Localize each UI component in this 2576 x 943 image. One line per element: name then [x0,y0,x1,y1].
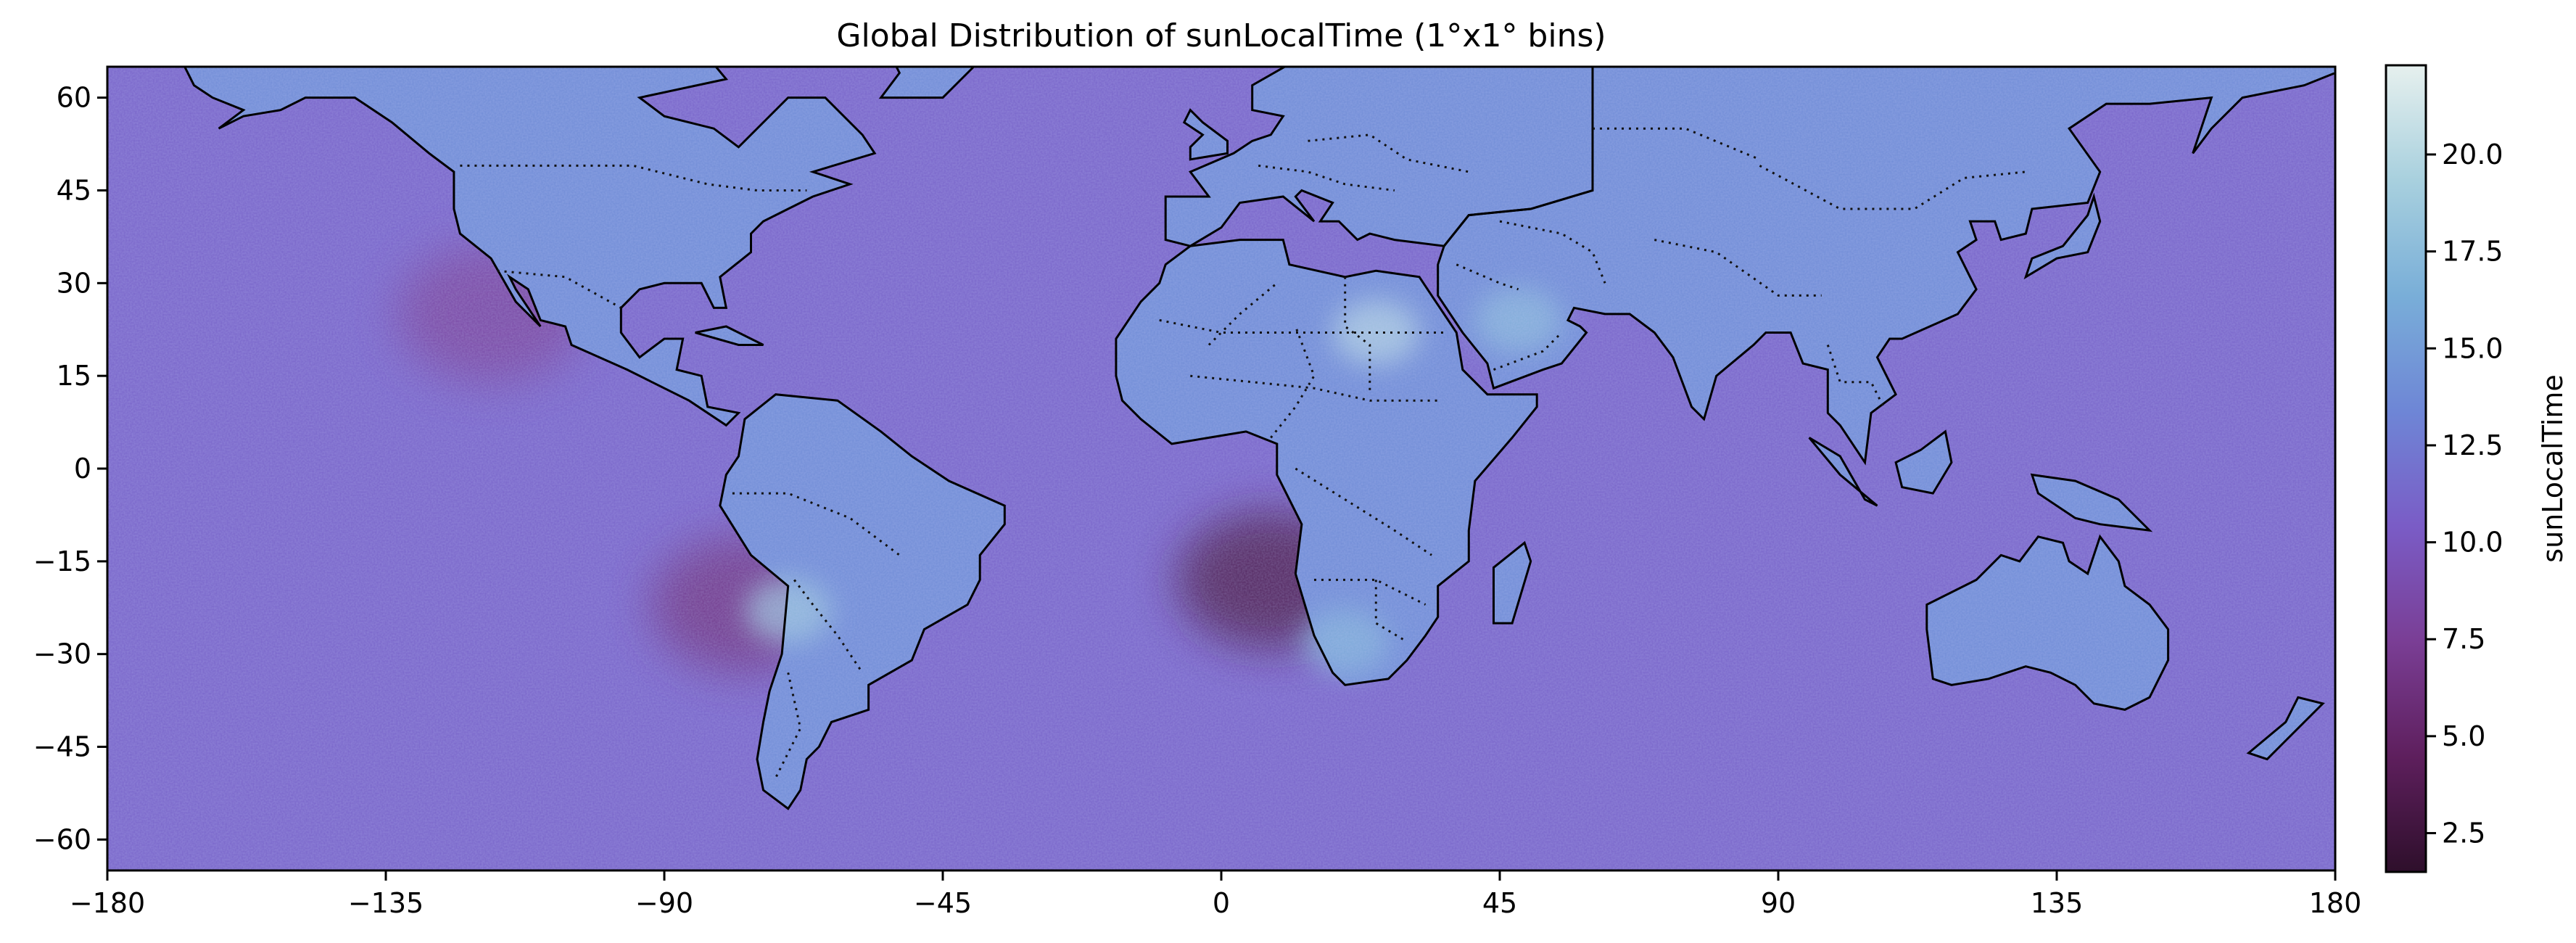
x-tick-label: 0 [1213,887,1230,919]
country-border-2 [793,579,864,674]
country-border-10 [1270,326,1316,439]
x-axis: −180 −135 −90 −45 0 45 90 135 180 [70,870,2361,919]
coastline-uk [1182,108,1229,161]
colorbar-tick-label: 17.5 [2442,236,2503,268]
y-tick-label: 60 [57,82,91,114]
country-border-15 [1499,220,1606,284]
coastline-new-guinea [2030,473,2153,532]
coastline-australia [1925,534,2170,711]
y-tick-label: 15 [57,360,91,392]
coastline-borneo [1894,429,1953,495]
x-tick-label: −45 [914,887,972,919]
x-tick-label: 90 [1761,887,1796,919]
y-tick-label: −15 [33,545,91,577]
colorbar: 2.5 5.0 7.5 10.0 12.5 15.0 17.5 20.0 sunLocalTi… [2385,64,2569,873]
country-border-3 [732,492,901,556]
country-border-11 [1208,282,1278,346]
colorbar-scale [2385,64,2427,873]
x-tick-label: −90 [635,887,693,919]
colorbar-ticks: 2.5 5.0 7.5 10.0 12.5 15.0 17.5 20.0 [2426,139,2503,849]
coastline-south-america [719,393,1006,810]
coastline-north-america [183,67,877,427]
coastline-japan [2023,192,2102,280]
colorbar-label: sunLocalTime [2537,374,2569,562]
country-border-5 [1159,318,1445,334]
y-tick-label: 45 [57,174,91,206]
coastlines [183,67,2335,810]
colorbar-tick-label: 7.5 [2442,623,2485,655]
bin-noise-texture [107,67,2335,870]
x-tick-label: 135 [2031,887,2084,919]
coastline-asia [1437,67,2335,466]
country-border-12 [1374,580,1408,643]
country-border-13 [1308,133,1469,173]
country-border-7 [1295,467,1432,556]
x-tick-label: −180 [70,887,145,919]
y-axis: 60 45 30 15 0 −15 −30 −45 −60 [33,82,107,855]
x-tick-label: 45 [1482,887,1517,919]
y-tick-label: 30 [57,267,91,299]
x-tick-label: 180 [2309,887,2362,919]
y-tick-label: 0 [74,453,91,485]
coastline-greenland [878,67,977,99]
colorbar-tick-label: 15.0 [2442,332,2503,364]
coastline-cuba [695,325,764,346]
y-tick-label: −60 [33,823,91,855]
colorbar-tick-label: 20.0 [2442,139,2503,170]
country-border-1 [497,269,622,309]
x-tick-label: −135 [348,887,424,919]
coastline-new-zealand [2246,696,2325,761]
plot-title: Global Distribution of sunLocalTime (1°x… [836,17,1606,54]
country-borders [460,127,2026,778]
country-border-20 [1493,332,1563,371]
map-plot-area [107,67,2335,870]
colorbar-tick-label: 12.5 [2442,429,2503,461]
y-tick-label: −30 [33,638,91,670]
country-border-16 [1654,239,1822,297]
colorbar-tick-label: 2.5 [2442,818,2485,849]
coastline-indonesia [1808,437,1878,507]
country-border-19 [1456,263,1519,291]
y-tick-label: −45 [33,731,91,763]
coastline-madagascar [1493,540,1532,625]
colorbar-tick-label: 5.0 [2442,720,2485,752]
country-border-18 [1593,127,1760,161]
colorbar-tick-label: 10.0 [2442,527,2503,559]
country-border-6 [1190,374,1438,402]
coastline-africa [1115,239,1538,686]
